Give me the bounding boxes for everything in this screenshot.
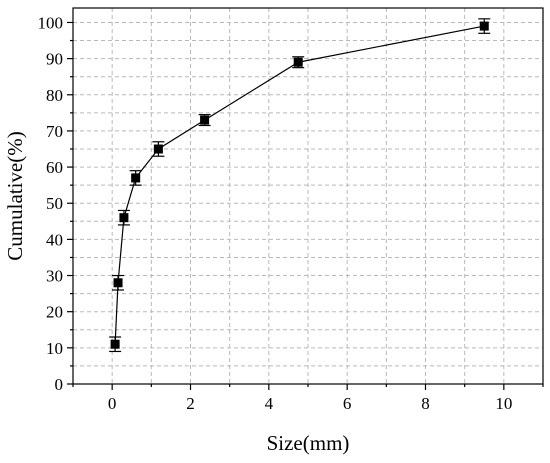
- x-tick-label: 0: [108, 394, 117, 413]
- x-tick-label: 8: [421, 394, 430, 413]
- y-tick-label: 60: [46, 158, 63, 177]
- data-point: [200, 115, 210, 125]
- y-tick-label: 0: [55, 375, 64, 394]
- y-tick-label: 20: [46, 303, 63, 322]
- data-series: [109, 18, 491, 353]
- y-tick-label: 90: [46, 50, 63, 69]
- data-point: [479, 21, 489, 31]
- series-line: [114, 25, 485, 345]
- x-tick-label: 10: [495, 394, 512, 413]
- y-tick-label: 70: [46, 122, 63, 141]
- data-point: [119, 213, 129, 223]
- data-point: [113, 278, 123, 288]
- y-tick-label: 80: [46, 86, 63, 105]
- x-tick-label: 6: [343, 394, 352, 413]
- y-tick-label: 50: [46, 194, 63, 213]
- data-point: [131, 173, 141, 183]
- x-axis-label: Size(mm): [267, 431, 350, 455]
- y-tick-label: 10: [46, 339, 63, 358]
- data-point: [293, 57, 303, 67]
- y-tick-label: 30: [46, 267, 63, 286]
- grid: [73, 8, 543, 384]
- y-tick-label: 40: [46, 230, 63, 249]
- x-tick-label: 2: [186, 394, 195, 413]
- data-point: [110, 339, 120, 349]
- y-axis-label: Cumulative(%): [3, 131, 27, 260]
- x-tick-label: 4: [265, 394, 274, 413]
- data-point: [153, 144, 163, 154]
- y-tick-label: 100: [38, 13, 64, 32]
